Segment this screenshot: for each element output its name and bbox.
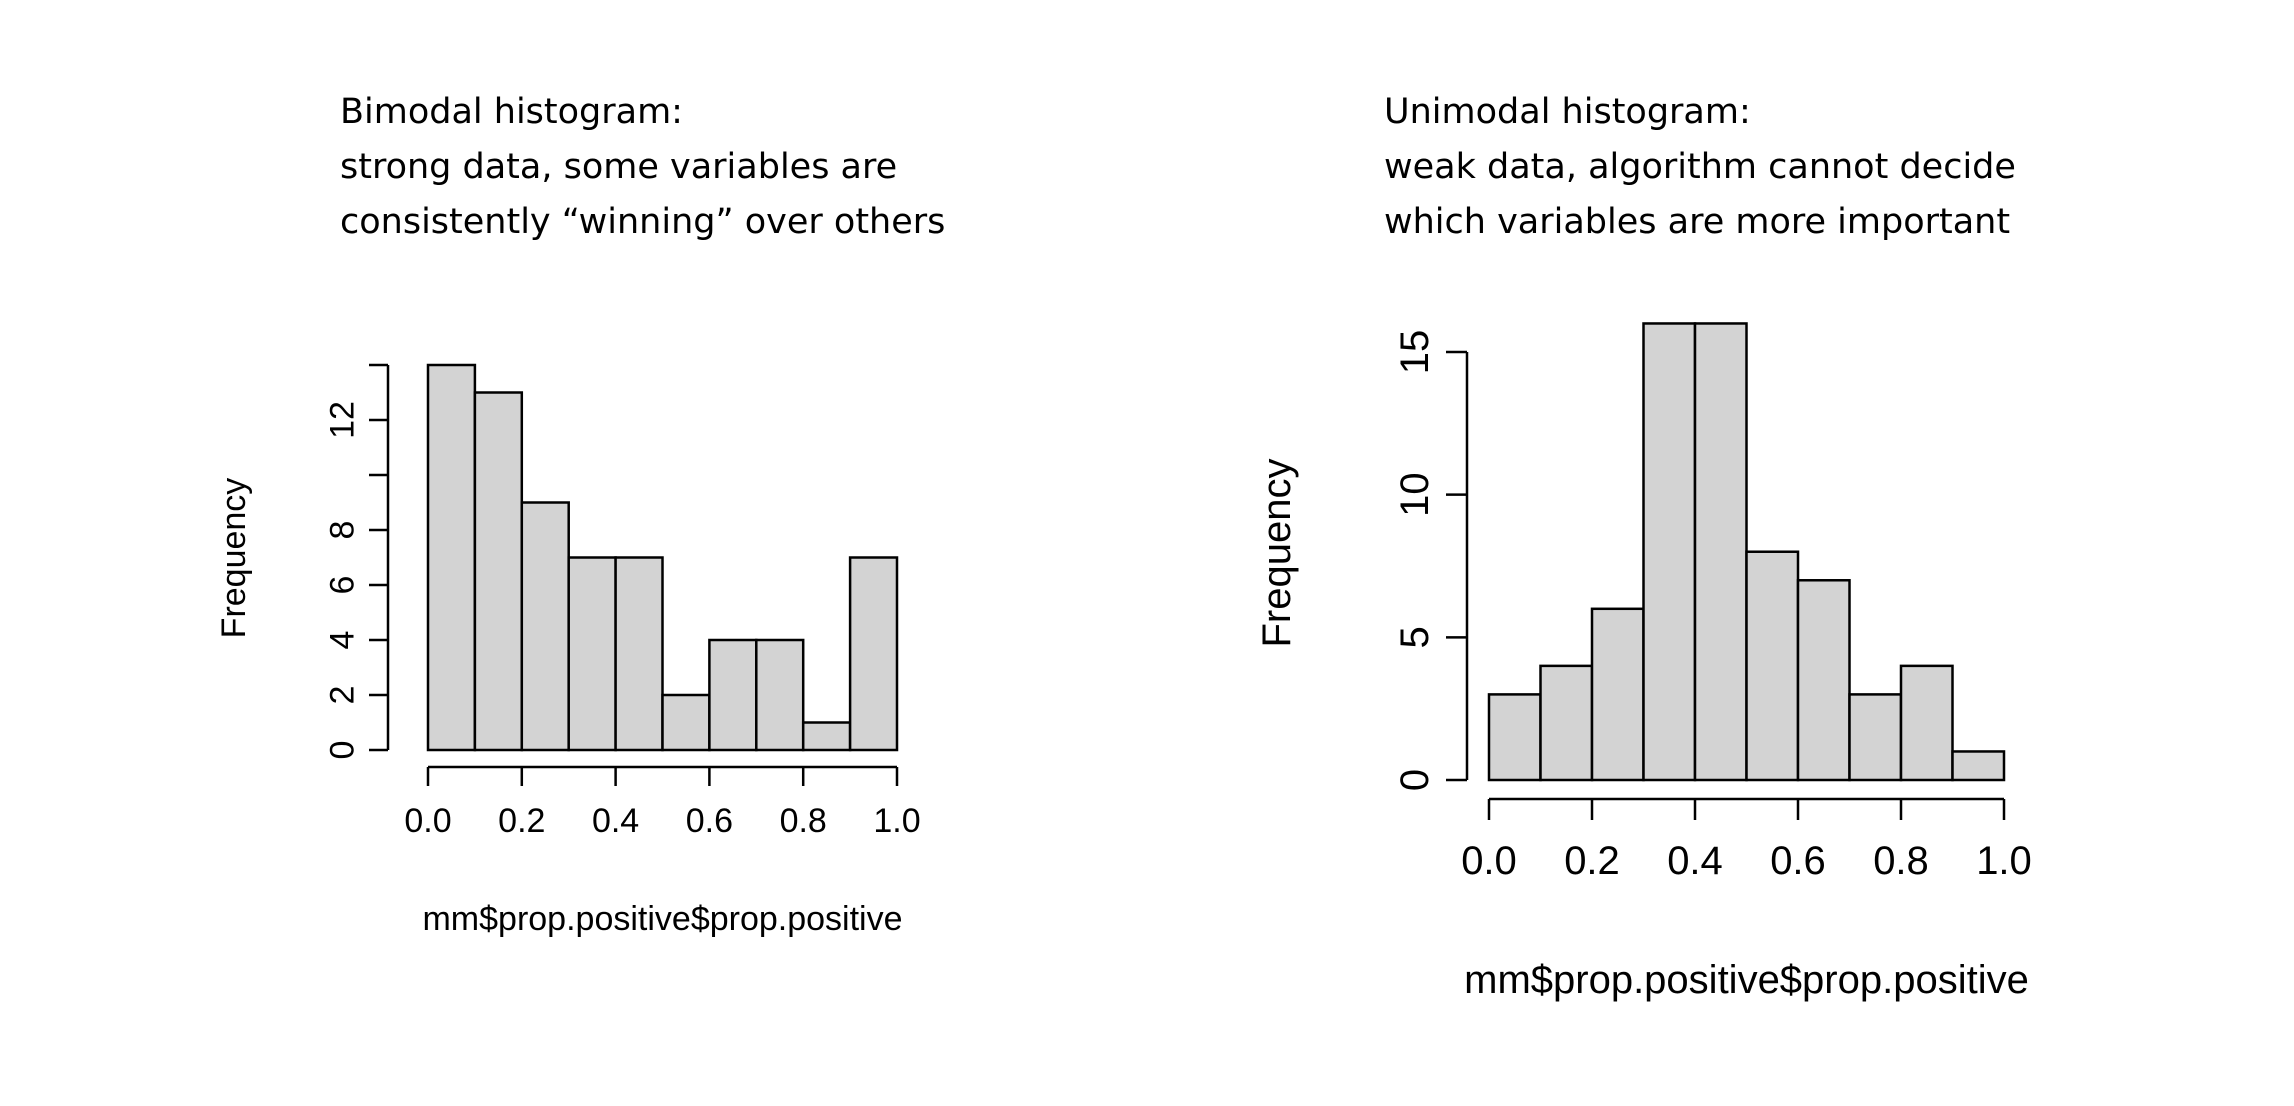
y-tick-label: 6 — [324, 576, 362, 595]
x-tick-label: 0.4 — [592, 802, 639, 840]
histogram-bar — [1796, 579, 1851, 782]
y-tick-label: 5 — [1393, 626, 1437, 648]
x-tick-label: 0.4 — [1667, 839, 1723, 883]
caption-line: Bimodal histogram: — [340, 92, 683, 132]
histogram-bar — [1487, 693, 1542, 782]
histogram-bar — [1539, 664, 1594, 782]
y-tick-label: 0 — [324, 741, 362, 760]
histogram-bar — [1848, 693, 1903, 782]
left-panel-caption: Bimodal histogram: strong data, some var… — [340, 85, 945, 250]
x-axis-label: mm$prop.positive$prop.positive — [1464, 958, 2029, 1002]
caption-line: weak data, algorithm cannot decide — [1384, 147, 2016, 187]
histogram-bar — [567, 556, 617, 752]
caption-line: strong data, some variables are — [340, 147, 898, 187]
y-tick-label: 8 — [324, 521, 362, 540]
x-tick-label: 0.2 — [1564, 839, 1620, 883]
x-axis-label: mm$prop.positive$prop.positive — [422, 900, 902, 938]
y-tick-label: 12 — [324, 401, 362, 439]
right-panel-caption: Unimodal histogram: weak data, algorithm… — [1384, 85, 2016, 250]
caption-line: Unimodal histogram: — [1384, 92, 1751, 132]
histogram-bar — [1951, 750, 2006, 782]
histogram-bar — [1899, 664, 1954, 782]
histogram-bar — [1693, 322, 1748, 782]
x-tick-label: 0.8 — [1873, 839, 1929, 883]
caption-line: which variables are more important — [1384, 202, 2011, 242]
y-axis-label: Frequency — [1255, 459, 1299, 648]
x-tick-label: 1.0 — [1976, 839, 2032, 883]
x-tick-label: 0.6 — [686, 802, 733, 840]
histogram-bar — [848, 556, 899, 752]
x-tick-label: 1.0 — [873, 802, 920, 840]
x-tick-label: 0.2 — [498, 802, 545, 840]
y-tick-label: 0 — [1393, 769, 1437, 791]
histogram-bar — [1745, 550, 1800, 782]
x-tick-label: 0.0 — [404, 802, 451, 840]
histogram-bar — [1590, 607, 1645, 782]
y-tick-label: 15 — [1393, 330, 1437, 375]
y-axis-label: Frequency — [215, 478, 253, 639]
x-tick-label: 0.0 — [1461, 839, 1517, 883]
histogram-bar — [755, 638, 805, 752]
x-tick-label: 0.6 — [1770, 839, 1826, 883]
histogram-bar — [614, 556, 664, 752]
x-tick-label: 0.8 — [780, 802, 827, 840]
y-tick-label: 10 — [1393, 472, 1437, 516]
histogram-bar — [473, 391, 524, 752]
caption-line: consistently “winning” over others — [340, 202, 946, 242]
y-tick-label: 2 — [324, 686, 362, 705]
y-tick-label: 4 — [324, 631, 362, 650]
histogram-bar — [1642, 322, 1697, 782]
